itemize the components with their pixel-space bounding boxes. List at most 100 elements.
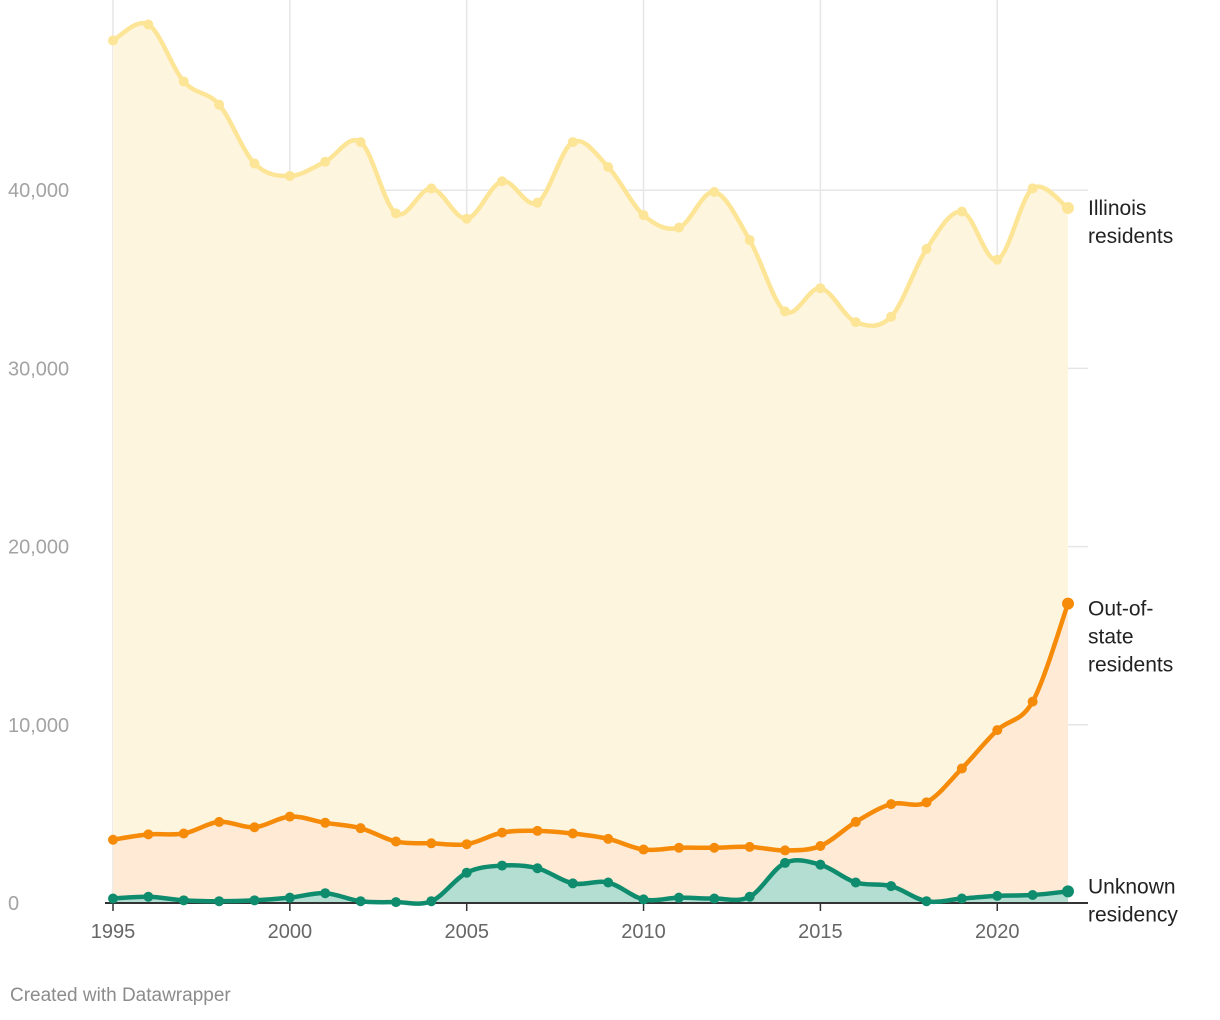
data-point	[355, 823, 366, 834]
data-point	[673, 892, 684, 903]
series-labels: Illinois residents Out-of-state residents Un…	[1088, 197, 1178, 926]
data-point	[815, 840, 826, 851]
data-point	[390, 897, 401, 908]
series-lines	[110, 20, 1071, 906]
data-point	[638, 210, 649, 221]
data-point	[1062, 885, 1074, 898]
data-point	[178, 76, 189, 87]
x-tick-label: 2010	[621, 921, 666, 943]
series-area	[113, 23, 1068, 904]
data-point	[426, 183, 437, 194]
data-point	[744, 235, 755, 246]
series-label: Illinois	[1088, 197, 1146, 220]
data-point	[638, 894, 649, 905]
data-point	[108, 35, 118, 46]
data-point	[532, 863, 543, 874]
data-point	[108, 834, 118, 845]
x-tick-label: 2015	[798, 921, 843, 943]
data-point	[390, 208, 401, 219]
data-point	[780, 306, 791, 317]
data-point	[567, 828, 578, 839]
data-point	[284, 892, 295, 903]
y-tick-label: 20,000	[8, 537, 69, 559]
data-point	[921, 797, 932, 808]
data-point	[673, 842, 684, 853]
data-point	[638, 844, 649, 855]
footer-credit: Created with Datawrapper	[10, 985, 231, 1006]
data-point	[921, 896, 932, 907]
data-point	[532, 825, 543, 836]
data-point	[567, 137, 578, 148]
x-tick-label: 2020	[975, 921, 1020, 943]
data-point	[426, 838, 437, 849]
series-line	[110, 20, 1071, 328]
x-tick-label: 2000	[268, 921, 313, 943]
y-tick-label: 30,000	[8, 358, 69, 380]
data-point	[815, 283, 826, 294]
data-point	[780, 857, 791, 868]
data-point	[284, 811, 295, 822]
data-point	[497, 827, 508, 838]
data-point	[143, 891, 154, 902]
data-point	[143, 829, 154, 840]
data-point	[603, 877, 614, 888]
data-point	[1062, 597, 1074, 610]
data-point	[249, 158, 260, 169]
data-point	[320, 156, 331, 167]
series-label: Out-of-	[1088, 598, 1153, 621]
data-point	[921, 244, 932, 255]
data-point	[426, 896, 437, 907]
data-point	[178, 895, 189, 906]
series-label: residency	[1088, 903, 1178, 926]
data-point	[956, 763, 967, 774]
data-point	[956, 893, 967, 904]
data-point	[567, 878, 578, 889]
data-point	[709, 842, 720, 853]
y-tick-label: 40,000	[8, 180, 69, 202]
data-point	[532, 197, 543, 208]
data-point	[320, 817, 331, 828]
data-point	[992, 890, 1003, 901]
y-tick-label: 0	[8, 893, 19, 915]
data-point	[992, 254, 1003, 265]
data-point	[143, 19, 154, 30]
series-areas	[113, 23, 1068, 904]
data-point	[603, 162, 614, 173]
x-axis-tick-labels: 1995 2000 2005 2010 2015 2020	[91, 921, 1020, 943]
data-point	[214, 896, 225, 907]
data-point	[178, 828, 189, 839]
data-point	[320, 888, 331, 899]
data-point	[355, 137, 366, 148]
data-point	[886, 311, 897, 322]
data-point	[497, 860, 508, 871]
data-point	[390, 836, 401, 847]
data-point	[992, 725, 1003, 736]
data-point	[850, 877, 861, 888]
data-point	[1027, 696, 1038, 707]
data-point	[214, 99, 225, 110]
data-point	[886, 881, 897, 892]
y-tick-label: 10,000	[8, 715, 69, 737]
series-label: state	[1088, 626, 1134, 649]
series-points	[108, 19, 1074, 908]
data-point	[673, 222, 684, 233]
data-point	[461, 839, 472, 850]
data-point	[214, 816, 225, 827]
data-point	[780, 845, 791, 856]
series-area	[113, 860, 1068, 904]
data-point	[1027, 183, 1038, 194]
data-point	[108, 893, 118, 904]
data-point	[709, 186, 720, 197]
data-point	[1062, 202, 1074, 215]
data-point	[744, 891, 755, 902]
data-point	[355, 896, 366, 907]
data-point	[815, 859, 826, 870]
series-label: Unknown	[1088, 875, 1176, 898]
series-label: residents	[1088, 654, 1173, 677]
x-tick-label: 1995	[91, 921, 136, 943]
y-axis-tick-labels: 0 10,000 20,000 30,000 40,000	[8, 180, 69, 915]
data-point	[461, 867, 472, 878]
data-point	[956, 206, 967, 217]
data-point	[249, 895, 260, 906]
area-chart: 0 10,000 20,000 30,000 40,000 1995 2000 2005 20…	[8, 0, 1178, 943]
